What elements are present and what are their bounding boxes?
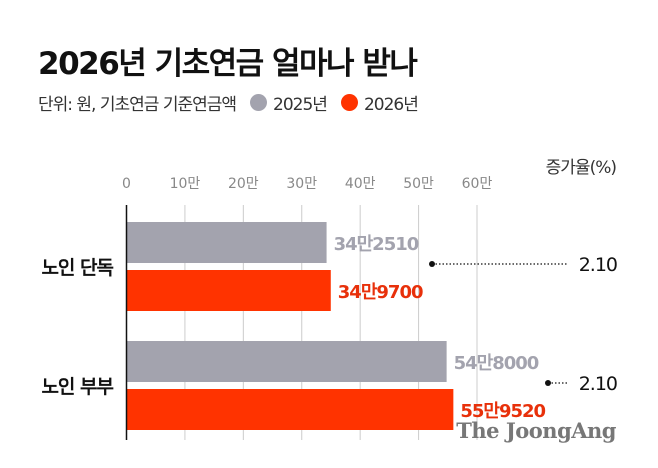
rate-value: 2.10 (579, 254, 617, 276)
category-label: 노인 부부 (41, 376, 113, 398)
bar-2026년 (126, 389, 454, 430)
logo: The JoongAng (456, 418, 616, 443)
x-tick-label: 0 (122, 176, 131, 192)
legend-label-2026: 2026년 (363, 95, 419, 115)
unit-note: 단위: 원, 기초연금 기준연금액 (38, 95, 237, 115)
x-tick-label: 50만 (403, 176, 434, 192)
category-label: 노인 단독 (41, 257, 113, 279)
x-tick-label: 60만 (462, 176, 493, 192)
legend-dot-2026 (340, 94, 358, 111)
x-tick-label: 20만 (228, 176, 259, 192)
bar-2025년 (126, 341, 447, 382)
data-label: 54만8000 (454, 353, 539, 374)
data-label: 34만2510 (334, 234, 419, 255)
chart-title: 2026년 기초연금 얼마나 받나 (38, 46, 418, 82)
x-tick-label: 40만 (345, 176, 376, 192)
rate-value: 2.10 (579, 373, 617, 395)
bar-2026년 (126, 270, 331, 311)
legend-label-2025: 2025년 (273, 95, 328, 115)
subtitle-legend: 단위: 원, 기초연금 기준연금액 2025년 2026년 (38, 90, 419, 115)
x-tick-label: 10만 (170, 176, 201, 192)
bar-2025년 (126, 222, 327, 263)
data-label: 34만9700 (338, 282, 423, 303)
x-tick-label: 30만 (286, 176, 317, 192)
legend-dot-2025 (250, 94, 268, 111)
rate-header: 증가율(%) (545, 158, 617, 178)
data-label: 55만9520 (460, 401, 545, 422)
